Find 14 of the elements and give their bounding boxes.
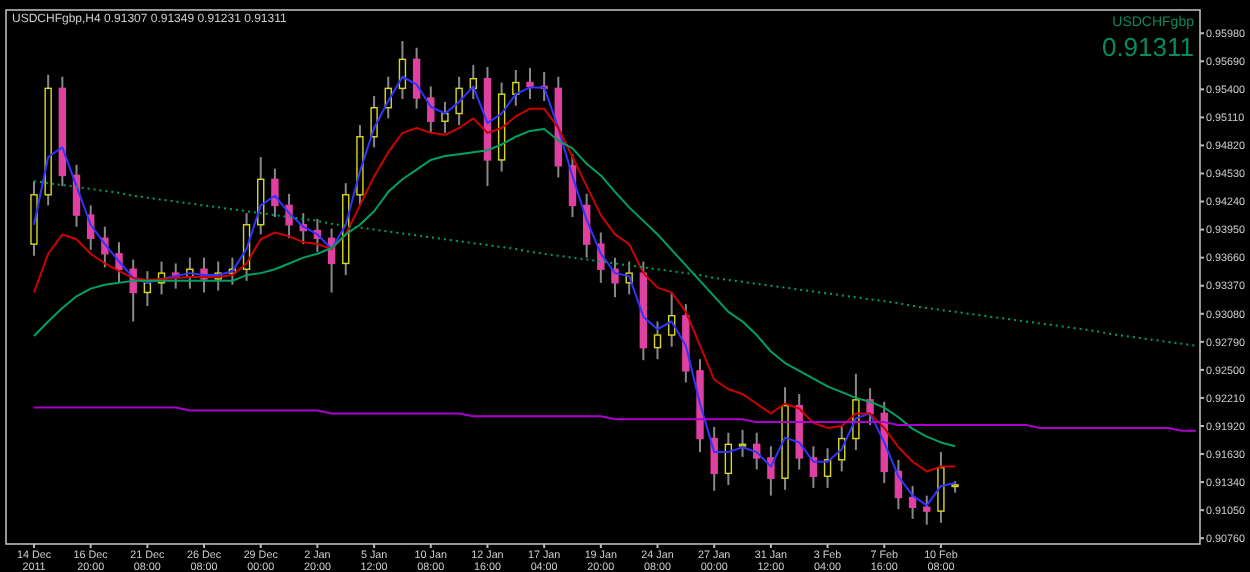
candlestick [611,256,619,299]
annotation: 0.91311 [1101,32,1194,62]
candlestick [937,451,945,524]
candlestick [512,68,520,107]
candlestick [738,428,747,458]
candlestick [767,445,775,497]
candlestick [455,75,463,127]
candlestick [923,494,931,526]
candlestick [710,425,718,492]
candlestick [441,100,449,134]
candlestick [271,167,279,219]
candlestick [653,320,662,361]
candlestick [908,484,917,520]
candlestick [526,67,534,100]
